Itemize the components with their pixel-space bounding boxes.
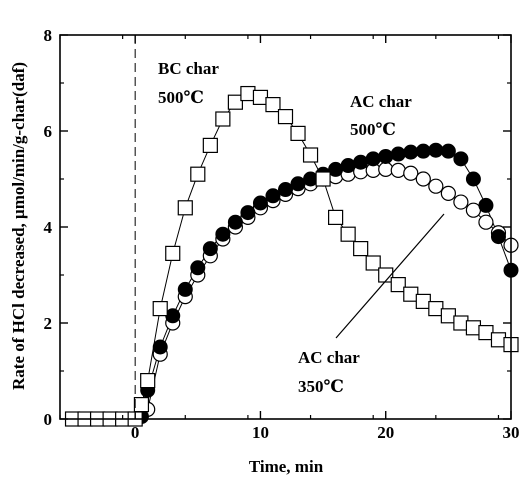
data-point-square	[227, 94, 243, 110]
y-tick-label: 0	[44, 410, 53, 429]
data-point-filled-circle	[428, 142, 444, 158]
data-point-open-circle	[415, 171, 431, 187]
data-point-open-circle	[465, 202, 482, 218]
data-point-open-circle	[428, 178, 444, 194]
series-lines	[72, 93, 512, 420]
data-point-square	[490, 332, 507, 348]
data-point-square	[353, 241, 369, 257]
data-point-square	[133, 397, 150, 413]
y-tick-label: 8	[44, 26, 53, 45]
series-bc-500-line	[72, 93, 512, 420]
data-point-square	[440, 308, 456, 324]
data-point-square	[428, 301, 444, 317]
data-point-square	[140, 373, 156, 389]
annotation-ac-350-temp: 350℃	[298, 377, 344, 396]
data-point-square	[415, 293, 431, 309]
data-point-square	[152, 301, 168, 317]
data-point-filled-circle	[378, 148, 394, 164]
y-tick-label: 2	[44, 314, 53, 333]
annotation-bc-500-name: BC char	[158, 59, 219, 78]
data-point-open-circle	[478, 214, 494, 230]
data-point-filled-circle	[177, 281, 193, 297]
data-point-open-circle	[403, 165, 419, 181]
data-point-square	[478, 325, 494, 341]
data-point-filled-circle	[353, 154, 369, 170]
data-point-filled-circle	[440, 143, 456, 159]
annotations: BC char 500℃ AC char 500℃ AC char 350℃	[158, 59, 445, 396]
data-point-filled-circle	[152, 339, 168, 355]
data-point-square	[390, 277, 406, 293]
data-point-filled-circle	[453, 151, 469, 167]
data-point-filled-circle	[390, 146, 406, 162]
x-tick-label: 10	[252, 423, 269, 442]
data-point-square	[215, 111, 231, 127]
data-point-open-circle	[440, 185, 456, 201]
data-point-square	[277, 108, 294, 125]
annotation-ac-350-name: AC char	[298, 348, 360, 367]
y-tick-label: 6	[44, 122, 53, 141]
data-point-square	[240, 85, 256, 102]
data-point-open-circle	[390, 162, 406, 178]
data-point-square	[177, 200, 193, 216]
data-point-filled-circle	[403, 144, 419, 160]
x-axis-label: Time, min	[249, 457, 324, 476]
data-point-filled-circle	[202, 241, 218, 257]
data-point-filled-circle	[190, 260, 206, 276]
annotation-ac-500-name: AC char	[350, 92, 412, 111]
y-axis-label: Rate of HCl decreased, μmol/min/g-char(d…	[9, 62, 28, 390]
data-point-square	[302, 147, 319, 163]
data-point-filled-circle	[252, 195, 268, 211]
data-point-filled-circle	[165, 308, 181, 324]
data-point-filled-circle	[490, 229, 506, 245]
x-tick-label: 0	[131, 423, 140, 442]
data-point-square	[165, 245, 181, 261]
data-point-square	[252, 89, 269, 106]
data-point-filled-circle	[278, 182, 293, 198]
plot-area-border	[59, 34, 512, 420]
data-point-square	[453, 315, 469, 331]
data-point-filled-circle	[227, 214, 243, 230]
annotation-bc-500-temp: 500℃	[158, 88, 204, 107]
data-point-square	[265, 96, 281, 113]
data-point-square	[378, 267, 394, 283]
data-point-square	[340, 226, 356, 242]
data-point-open-circle	[453, 194, 469, 210]
annotation-ac-350-leader	[335, 213, 445, 339]
data-point-square	[290, 125, 306, 142]
data-point-open-circle	[378, 161, 394, 177]
data-point-square	[202, 137, 218, 153]
data-point-square	[315, 171, 331, 187]
data-point-filled-circle	[465, 171, 481, 187]
series-markers	[64, 85, 519, 427]
data-point-filled-circle	[303, 171, 319, 187]
data-point-square	[365, 255, 381, 271]
x-tick-label: 20	[377, 423, 394, 442]
data-point-square	[465, 320, 482, 336]
data-point-filled-circle	[265, 188, 281, 204]
data-point-filled-circle	[290, 176, 306, 192]
data-point-square	[328, 209, 344, 225]
data-point-filled-circle	[215, 226, 231, 242]
data-point-filled-circle	[340, 158, 356, 174]
data-point-square	[403, 286, 419, 302]
y-tick-label: 4	[44, 218, 53, 237]
data-point-filled-circle	[365, 151, 381, 167]
x-tick-label: 30	[503, 423, 520, 442]
data-point-filled-circle	[415, 143, 431, 159]
plot-frame	[59, 34, 512, 420]
data-point-filled-circle	[328, 161, 344, 177]
data-point-square	[190, 166, 206, 182]
data-point-filled-circle	[240, 205, 256, 221]
axis-ticks: 0 10 20 30 0 2 4 6 8	[44, 26, 520, 442]
data-point-filled-circle	[478, 197, 494, 213]
annotation-ac-500-temp: 500℃	[350, 120, 396, 139]
